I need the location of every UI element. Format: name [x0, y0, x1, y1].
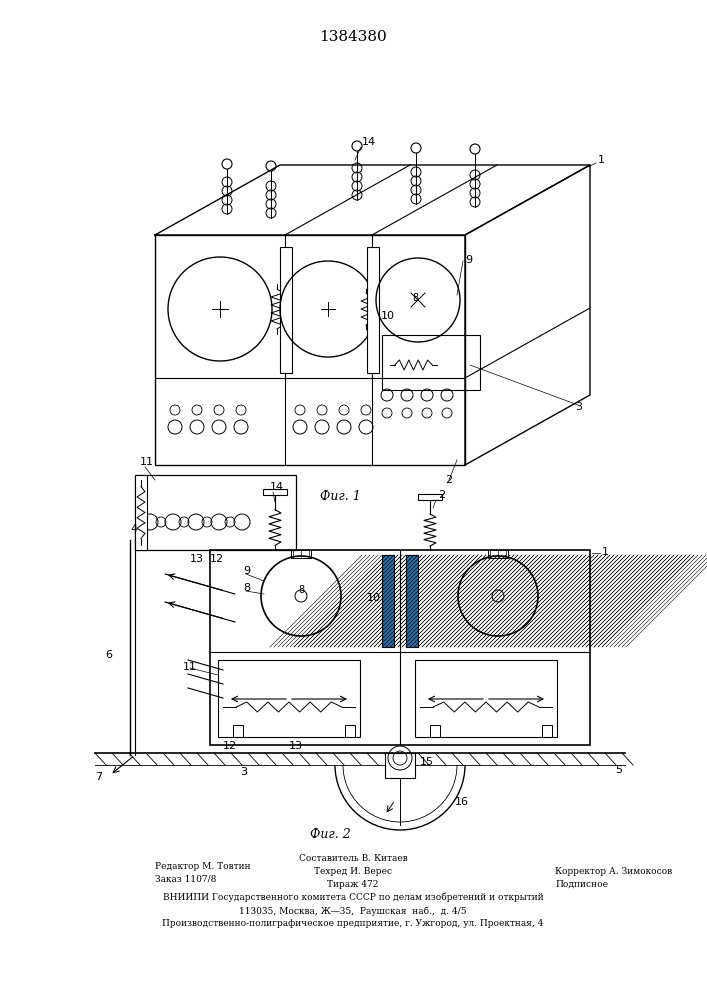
Text: 2: 2	[445, 475, 452, 485]
Text: Тираж 472: Тираж 472	[327, 880, 379, 889]
Bar	[367, 247, 379, 373]
Text: 113035, Москва, Ж—35,  Раушская  наб.,  д. 4/5: 113035, Москва, Ж—35, Раушская наб., д. …	[239, 906, 467, 916]
Text: 8: 8	[412, 293, 418, 303]
Bar	[406, 555, 418, 647]
Text: Редактор М. Товтин: Редактор М. Товтин	[155, 862, 250, 871]
Text: Заказ 1107/8: Заказ 1107/8	[155, 875, 216, 884]
Text: Подписное: Подписное	[555, 880, 608, 889]
Text: 13: 13	[289, 741, 303, 751]
Text: Техред И. Верес: Техред И. Верес	[314, 867, 392, 876]
Bar	[291, 550, 311, 558]
Text: 4: 4	[130, 524, 137, 534]
Text: 9: 9	[243, 566, 250, 576]
Bar	[418, 494, 442, 500]
Text: 1384380: 1384380	[319, 30, 387, 44]
Text: 1: 1	[602, 547, 609, 557]
Text: 2: 2	[438, 490, 445, 500]
Text: 5: 5	[615, 765, 622, 775]
Text: 13: 13	[190, 554, 204, 564]
Text: 8: 8	[243, 583, 250, 593]
Bar	[280, 247, 292, 373]
Text: Фиг. 2: Фиг. 2	[310, 828, 351, 841]
Text: 12: 12	[223, 741, 237, 751]
Bar	[210, 550, 590, 745]
Text: 7: 7	[95, 772, 102, 782]
Text: Фиг. 1: Фиг. 1	[320, 490, 361, 503]
Text: 1: 1	[598, 155, 605, 165]
Text: 11: 11	[140, 457, 154, 467]
Text: 12: 12	[210, 554, 224, 564]
Text: 6: 6	[105, 650, 112, 660]
Bar	[135, 475, 147, 550]
Text: 9: 9	[465, 255, 472, 265]
Text: 3: 3	[240, 767, 247, 777]
Bar	[488, 550, 508, 558]
Text: 11: 11	[183, 662, 197, 672]
Bar	[542, 725, 552, 737]
Bar	[385, 753, 415, 778]
Bar	[155, 235, 465, 465]
Text: Производственно-полиграфическое предприятие, г. Ужгород, ул. Проектная, 4: Производственно-полиграфическое предприя…	[163, 919, 544, 928]
Bar	[406, 555, 418, 647]
Bar	[382, 555, 394, 647]
Text: 10: 10	[381, 311, 395, 321]
Bar	[135, 475, 296, 550]
Text: 14: 14	[270, 482, 284, 492]
Bar	[430, 725, 440, 737]
Bar	[233, 725, 243, 737]
Bar	[218, 660, 360, 737]
Bar	[263, 489, 287, 495]
Bar	[382, 335, 480, 390]
Bar	[415, 660, 557, 737]
Text: Корректор А. Зимокосов: Корректор А. Зимокосов	[555, 867, 672, 876]
Text: 10: 10	[367, 593, 381, 603]
Text: 3: 3	[575, 402, 582, 412]
Text: 15: 15	[420, 757, 434, 767]
Text: ВНИИПИ Государственного комитета СССР по делам изобретений и открытий: ВНИИПИ Государственного комитета СССР по…	[163, 893, 544, 902]
Bar	[382, 555, 394, 647]
Text: Составитель В. Китаев: Составитель В. Китаев	[298, 854, 407, 863]
Text: 16: 16	[455, 797, 469, 807]
Text: 14: 14	[362, 137, 376, 147]
Bar	[345, 725, 355, 737]
Text: 8: 8	[298, 585, 304, 595]
